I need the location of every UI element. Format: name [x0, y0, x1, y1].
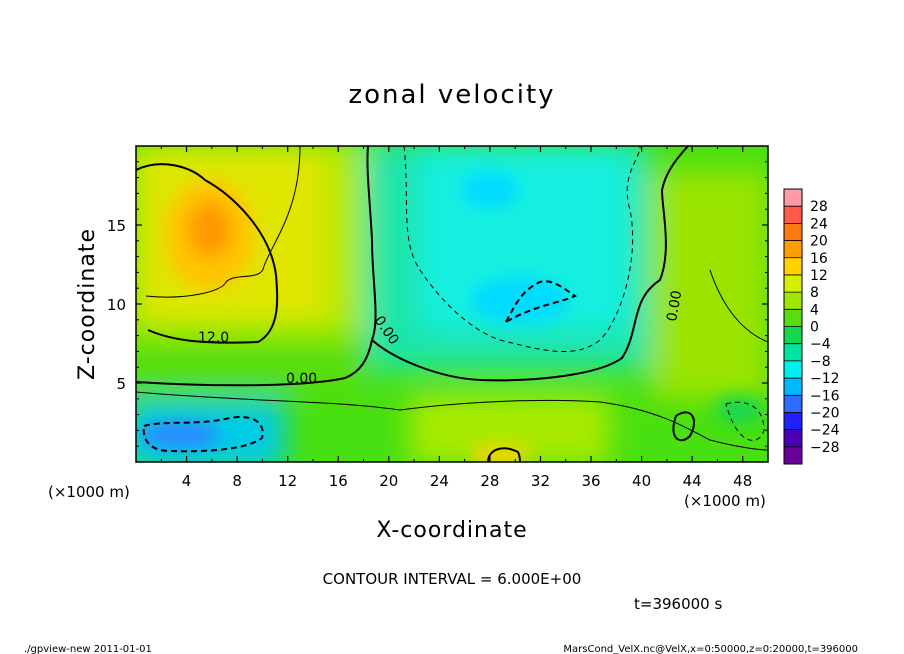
x-tick-label: 16 [329, 472, 348, 490]
colorbar-label: 8 [810, 285, 819, 301]
contour-label-0-c: 0.00 [664, 289, 685, 322]
colorbar-label: −20 [810, 405, 840, 421]
colorbar-segment [784, 378, 802, 396]
colorbar-label: 28 [810, 199, 828, 215]
colorbar-label: −4 [810, 337, 831, 353]
heatmap-field [136, 146, 768, 462]
colorbar-segment [784, 395, 802, 413]
colorbar-segment [784, 309, 802, 327]
x-tick-label: 40 [632, 472, 651, 490]
x-unit-label-left: (×1000 m) [48, 483, 130, 501]
colorbar-label: 0 [810, 320, 819, 336]
x-tick-label: 12 [278, 472, 297, 490]
colorbar-label: −24 [810, 423, 840, 439]
contour-interval-text: CONTOUR INTERVAL = 6.000E+00 [323, 570, 582, 588]
colorbar-label: 24 [810, 216, 828, 232]
y-tick-label: 15 [107, 217, 126, 235]
colorbar-label: 16 [810, 251, 828, 267]
colorbar-label: 4 [810, 302, 819, 318]
y-axis-label: Z-coordinate [75, 228, 100, 380]
x-tick-label: 4 [182, 472, 192, 490]
y-axis-ticks: 5 10 15 [107, 161, 768, 447]
x-tick-label: 32 [531, 472, 550, 490]
colorbar-label: −8 [810, 354, 831, 370]
colorbar-label: 12 [810, 268, 828, 284]
contour-label-12: 12.0 [198, 330, 229, 346]
colorbar-segment [784, 429, 802, 448]
colorbar-segment [784, 360, 802, 379]
colorbar-segment [784, 292, 802, 310]
y-tick-label: 10 [107, 296, 126, 314]
colorbar-segment [784, 189, 802, 207]
y-tick-label: 5 [116, 375, 126, 393]
x-tick-label: 24 [430, 472, 449, 490]
x-axis-ticks: 4 8 12 16 20 24 28 32 36 40 44 48 [160, 146, 752, 490]
colorbar-segment [784, 412, 802, 431]
y-unit-label-right: (×1000 m) [684, 492, 766, 510]
colorbar-segment [784, 326, 802, 345]
x-tick-label: 8 [232, 472, 242, 490]
contour-label-0-a: 0.00 [286, 371, 317, 387]
colorbar-segment [784, 257, 802, 276]
contour-labels: 12.0 0.00 0.00 0.00 [198, 289, 685, 387]
x-tick-label: 28 [480, 472, 499, 490]
colorbar-label: −28 [810, 440, 840, 456]
x-axis-label: X-coordinate [376, 518, 527, 543]
footer-right-text: MarsCond_VelX.nc@VelX,x=0:50000,z=0:2000… [563, 644, 858, 654]
colorbar-label: −12 [810, 371, 840, 387]
colorbar-segment [784, 206, 802, 224]
colorbar-label: 20 [810, 234, 828, 250]
time-stamp-text: t=396000 s [634, 595, 722, 613]
x-tick-label: 36 [581, 472, 600, 490]
colorbar-segment [784, 343, 802, 362]
colorbar-segment [784, 223, 802, 242]
colorbar-label: −16 [810, 388, 840, 404]
x-tick-label: 20 [379, 472, 398, 490]
colorbar-segment [784, 446, 802, 465]
x-tick-label: 48 [733, 472, 752, 490]
x-tick-label: 44 [683, 472, 702, 490]
chart-title: zonal velocity [348, 80, 555, 110]
colorbar-segment [784, 240, 802, 259]
footer-left-text: ./gpview-new 2011-01-01 [24, 644, 152, 654]
colorbar-segment [784, 274, 802, 293]
